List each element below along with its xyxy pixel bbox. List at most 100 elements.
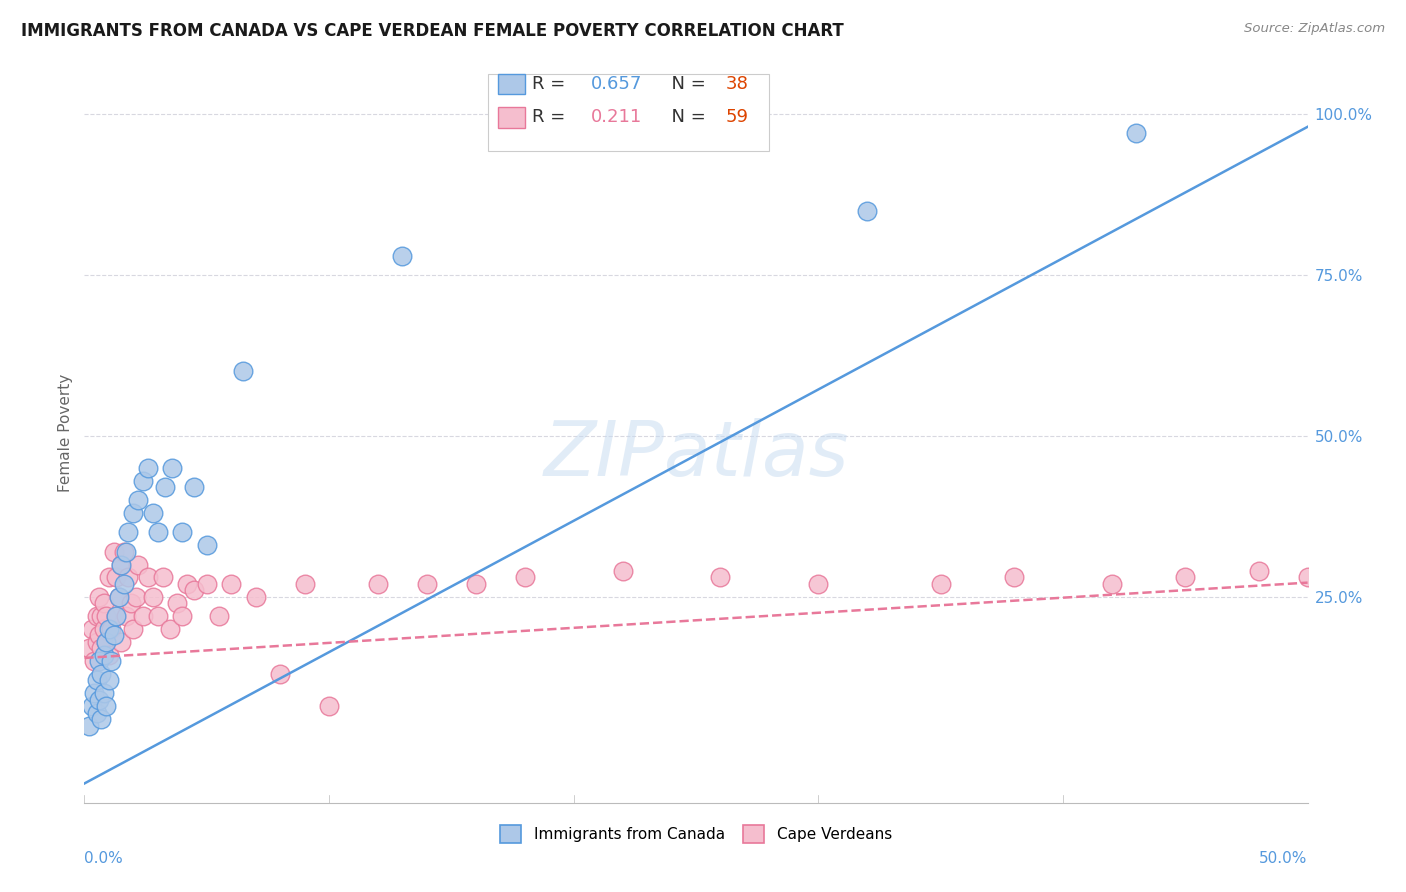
Point: [612, 564, 634, 578]
Text: 50.0%: 50.0%: [1260, 851, 1308, 866]
Point: [183, 583, 205, 598]
Point: [232, 364, 254, 378]
Point: [153, 480, 176, 494]
Legend: Immigrants from Canada, Cape Verdeans: Immigrants from Canada, Cape Verdeans: [492, 818, 900, 851]
Point: [93, 648, 115, 662]
Point: [1002, 570, 1025, 584]
Point: [132, 609, 155, 624]
Text: Source: ZipAtlas.com: Source: ZipAtlas.com: [1244, 22, 1385, 36]
Point: [152, 570, 174, 584]
Point: [87, 590, 110, 604]
Text: R =: R =: [531, 108, 576, 127]
Point: [513, 570, 536, 584]
Point: [122, 622, 145, 636]
Point: [105, 609, 128, 624]
Point: [122, 506, 145, 520]
Point: [1247, 564, 1270, 578]
Point: [112, 577, 135, 591]
Point: [103, 628, 125, 642]
Point: [117, 570, 139, 584]
Point: [856, 203, 879, 218]
Point: [86, 706, 108, 720]
Point: [115, 609, 138, 624]
Point: [172, 609, 194, 624]
Point: [96, 609, 118, 624]
Point: [929, 577, 952, 591]
FancyBboxPatch shape: [498, 73, 524, 95]
Point: [110, 635, 132, 649]
Point: [195, 577, 218, 591]
Point: [146, 609, 169, 624]
Point: [107, 590, 129, 604]
Text: 0.211: 0.211: [591, 108, 643, 127]
Text: IMMIGRANTS FROM CANADA VS CAPE VERDEAN FEMALE POVERTY CORRELATION CHART: IMMIGRANTS FROM CANADA VS CAPE VERDEAN F…: [21, 22, 844, 40]
Point: [97, 622, 120, 636]
Point: [77, 641, 100, 656]
Point: [110, 558, 132, 572]
Text: 0.0%: 0.0%: [84, 851, 124, 866]
Point: [125, 590, 148, 604]
Point: [90, 609, 112, 624]
Point: [87, 628, 110, 642]
Point: [86, 635, 108, 649]
Point: [245, 590, 267, 604]
Point: [208, 609, 231, 624]
Point: [183, 480, 205, 494]
FancyBboxPatch shape: [488, 73, 769, 152]
Text: ZIPatlas: ZIPatlas: [543, 417, 849, 491]
Point: [709, 570, 731, 584]
Point: [127, 558, 149, 572]
Point: [464, 577, 486, 591]
Point: [86, 673, 108, 688]
Point: [318, 699, 340, 714]
Text: 38: 38: [725, 75, 748, 93]
Point: [115, 545, 138, 559]
Point: [110, 558, 132, 572]
Point: [93, 686, 115, 700]
Point: [100, 654, 122, 668]
Point: [120, 596, 142, 610]
Point: [90, 667, 112, 681]
Point: [132, 474, 155, 488]
FancyBboxPatch shape: [498, 107, 524, 128]
Point: [142, 506, 165, 520]
Point: [166, 596, 188, 610]
Point: [96, 635, 118, 649]
Text: N =: N =: [661, 108, 711, 127]
Point: [97, 673, 120, 688]
Y-axis label: Female Poverty: Female Poverty: [58, 374, 73, 491]
Point: [162, 461, 184, 475]
Point: [1125, 126, 1147, 140]
Point: [90, 641, 112, 656]
Point: [96, 699, 118, 714]
Point: [80, 699, 103, 714]
Point: [146, 525, 169, 540]
Point: [195, 538, 218, 552]
Point: [176, 577, 198, 591]
Point: [159, 622, 181, 636]
Point: [87, 654, 110, 668]
Text: R =: R =: [531, 75, 571, 93]
Point: [105, 609, 128, 624]
Point: [136, 570, 159, 584]
Point: [127, 493, 149, 508]
Point: [367, 577, 389, 591]
Point: [93, 622, 115, 636]
Point: [93, 596, 115, 610]
Point: [105, 570, 128, 584]
Point: [1296, 570, 1319, 584]
Point: [86, 609, 108, 624]
Point: [294, 577, 316, 591]
Point: [83, 686, 105, 700]
Point: [269, 667, 291, 681]
Point: [80, 622, 103, 636]
Point: [103, 545, 125, 559]
Point: [87, 693, 110, 707]
Point: [97, 570, 120, 584]
Point: [117, 525, 139, 540]
Point: [112, 545, 135, 559]
Point: [416, 577, 439, 591]
Point: [90, 712, 112, 726]
Point: [172, 525, 194, 540]
Text: N =: N =: [661, 75, 711, 93]
